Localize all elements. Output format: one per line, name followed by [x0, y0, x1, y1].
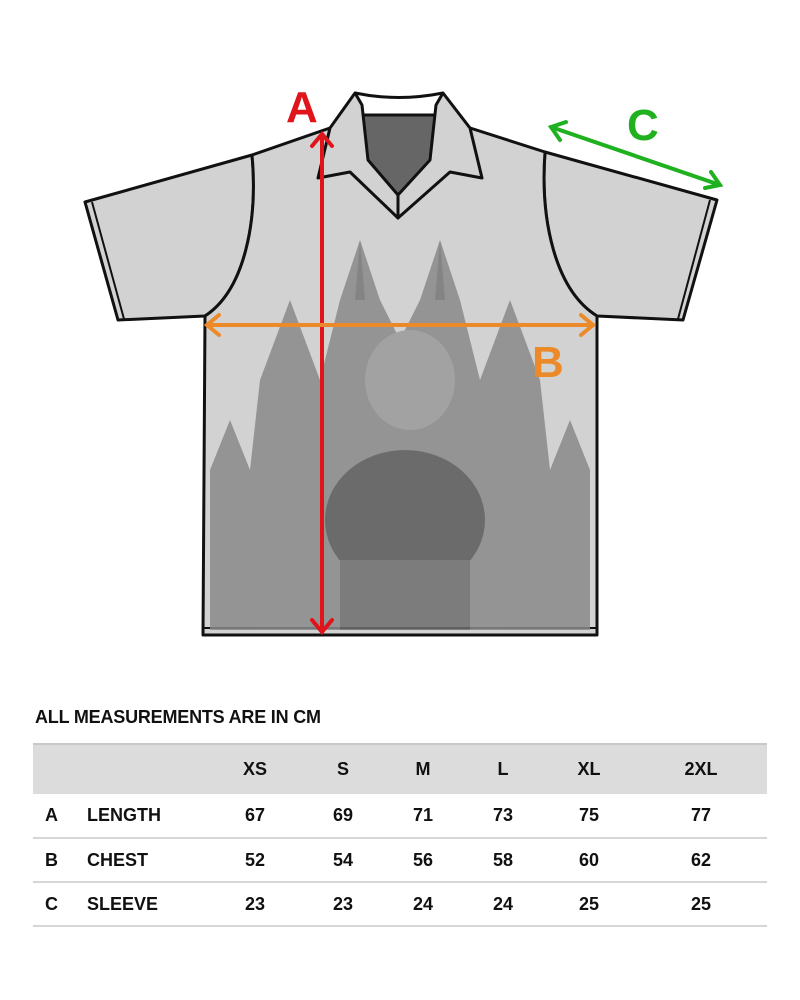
sleeve-label: C	[627, 101, 659, 150]
units-caption: ALL MEASUREMENTS ARE IN CM	[35, 707, 321, 727]
table-cell: 69	[332, 805, 353, 825]
size-m: M	[415, 759, 431, 779]
table-cell: 75	[579, 805, 600, 825]
sleeve-arrow	[547, 120, 724, 190]
table-cell: 73	[493, 805, 514, 825]
size-2xl: 2XL	[684, 759, 718, 779]
table-row: C SLEEVE 23 23 24 24 25 25	[33, 882, 767, 926]
table-cell: 60	[579, 849, 600, 870]
size-xs: XS	[242, 759, 267, 779]
table-cell: 23	[244, 893, 265, 914]
row-letter: C	[45, 893, 58, 914]
table-cell: 62	[690, 849, 712, 870]
table-cell: 25	[579, 893, 600, 914]
chest-label: B	[532, 338, 564, 387]
table-cell: 52	[244, 849, 265, 870]
table-cell: 24	[493, 893, 514, 914]
table-cell: 23	[332, 893, 353, 914]
length-arrow	[310, 130, 334, 636]
size-header-row: XS S M L XL 2XL	[33, 744, 767, 794]
table-cell: 77	[690, 805, 712, 825]
row-letter: B	[45, 849, 58, 870]
row-measurement-name: SLEEVE	[87, 893, 159, 914]
size-l: L	[497, 759, 509, 779]
cathedral-print	[210, 240, 590, 630]
length-label: A	[286, 83, 318, 132]
row-letter: A	[45, 805, 58, 825]
table-row: A LENGTH 67 69 71 73 75 77	[33, 794, 767, 838]
shirt-diagram: A B C	[83, 83, 724, 637]
table-cell: 56	[412, 849, 434, 870]
right-collar	[396, 91, 484, 220]
chest-arrow	[203, 313, 597, 337]
row-measurement-name: CHEST	[87, 849, 149, 870]
size-s: S	[336, 759, 349, 779]
table-cell: 24	[412, 893, 434, 914]
table-cell: 67	[244, 805, 265, 825]
size-xl: XL	[577, 759, 601, 779]
table-row: B CHEST 52 54 56 58 60 62	[33, 838, 767, 882]
row-measurement-name: LENGTH	[87, 805, 161, 825]
table-cell: 58	[493, 849, 514, 870]
size-table: XS S M L XL 2XL A LENGTH 67 69 71 73 75 77 B CHES…	[33, 743, 767, 927]
table-cell: 54	[332, 849, 353, 870]
table-cell: 71	[412, 805, 434, 825]
table-cell: 25	[690, 893, 712, 914]
